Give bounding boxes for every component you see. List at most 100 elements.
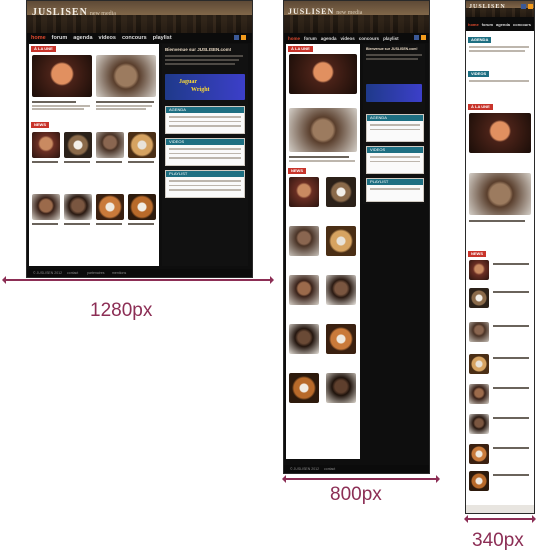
- nav-forum[interactable]: forum: [51, 35, 68, 41]
- widget-videos: VIDEOS: [366, 146, 424, 174]
- news-thumb-2[interactable]: [469, 288, 489, 308]
- news-thumb-1[interactable]: [469, 260, 489, 280]
- news-thumb-6[interactable]: [469, 414, 489, 434]
- news-title-7[interactable]: [96, 223, 122, 225]
- news-thumb-2[interactable]: [64, 132, 92, 158]
- news-title-7[interactable]: [493, 447, 529, 449]
- nav-concours[interactable]: concours: [121, 35, 147, 41]
- nav-playlist[interactable]: playlist: [152, 35, 172, 41]
- news-title-5[interactable]: [32, 223, 58, 225]
- width-arrow-desktop: [2, 276, 274, 284]
- rss-icon[interactable]: [241, 35, 246, 40]
- news-thumb-8[interactable]: [128, 194, 156, 220]
- footer-legal[interactable]: mentions: [112, 271, 127, 275]
- facebook-icon[interactable]: [521, 4, 526, 9]
- featured-title-2[interactable]: [289, 156, 349, 158]
- featured-photo-1[interactable]: [32, 55, 92, 97]
- featured-photo-2[interactable]: [289, 108, 357, 152]
- news-thumb-7[interactable]: [96, 194, 124, 220]
- news-title-1[interactable]: [493, 263, 529, 265]
- main-content: À LA UNE NEWS: [29, 44, 159, 266]
- news-title-6[interactable]: [493, 417, 529, 419]
- footer: © JUSLISEN 2012 contact: [284, 465, 429, 473]
- news-title-5[interactable]: [493, 387, 529, 389]
- featured-photo-1[interactable]: [289, 54, 357, 94]
- news-title-8[interactable]: [128, 223, 154, 225]
- news-thumb-10[interactable]: [326, 373, 356, 403]
- label-featured: À LA UNE: [468, 104, 493, 110]
- featured-text-1: [32, 105, 90, 107]
- news-thumb-8[interactable]: [469, 471, 489, 491]
- news-thumb-5[interactable]: [32, 194, 60, 220]
- footer-contact[interactable]: contact: [324, 467, 336, 471]
- featured-photo-1[interactable]: [469, 113, 531, 153]
- news-title-4[interactable]: [493, 357, 529, 359]
- footer-contact[interactable]: contact: [67, 271, 79, 275]
- news-thumb-6[interactable]: [64, 194, 92, 220]
- footer: © JUSLISEN 2012 contact partenaires ment…: [27, 269, 252, 277]
- agenda-row-b: [469, 50, 525, 52]
- news-title-2[interactable]: [64, 161, 90, 163]
- nav-concours[interactable]: concours: [358, 35, 380, 41]
- site-logo[interactable]: JUSLISEN new media: [288, 7, 363, 16]
- facebook-icon[interactable]: [234, 35, 239, 40]
- featured-title-2[interactable]: [96, 101, 154, 103]
- site-logo[interactable]: JUSLISEN new media: [32, 7, 116, 18]
- width-arrow-mobile: [464, 515, 536, 523]
- nav-agenda[interactable]: agenda: [320, 35, 337, 41]
- news-thumb-2[interactable]: [326, 177, 356, 207]
- featured-title-1[interactable]: [32, 101, 76, 103]
- footer-partners[interactable]: partenaires: [87, 271, 105, 275]
- news-thumb-3[interactable]: [96, 132, 124, 158]
- news-title-1[interactable]: [32, 161, 58, 163]
- sidebar: Bienvenue sur JUSLISEN.com! AGENDA VIDEO…: [363, 44, 425, 204]
- nav-videos[interactable]: videos: [340, 35, 355, 41]
- news-thumb-8[interactable]: [326, 324, 356, 354]
- featured-title-2[interactable]: [469, 220, 525, 222]
- news-thumb-9[interactable]: [289, 373, 319, 403]
- label-featured: À LA UNE: [288, 46, 313, 52]
- nav-forum[interactable]: forum: [481, 21, 494, 27]
- news-thumb-4[interactable]: [469, 354, 489, 374]
- news-title-3[interactable]: [493, 325, 529, 327]
- nav-concours[interactable]: concours: [513, 21, 532, 27]
- widget-videos: VIDEOS: [165, 138, 245, 166]
- featured-photo-2[interactable]: [96, 55, 156, 97]
- news-title-2[interactable]: [493, 291, 529, 293]
- ad-banner[interactable]: Jaguar Wright: [165, 74, 245, 100]
- videos-row: [469, 80, 529, 82]
- news-thumb-3[interactable]: [469, 322, 489, 342]
- news-thumb-4[interactable]: [128, 132, 156, 158]
- nav-agenda[interactable]: agenda: [496, 21, 511, 27]
- rss-icon[interactable]: [528, 4, 533, 9]
- facebook-icon[interactable]: [414, 35, 419, 40]
- news-thumb-5[interactable]: [289, 275, 319, 305]
- featured-text-2: [289, 160, 355, 162]
- main-content: À LA UNE NEWS: [286, 44, 360, 459]
- rss-icon[interactable]: [421, 35, 426, 40]
- featured-photo-2[interactable]: [469, 173, 531, 215]
- news-thumb-7[interactable]: [469, 444, 489, 464]
- news-thumb-4[interactable]: [326, 226, 356, 256]
- site-logo[interactable]: JUSLISEN: [469, 4, 506, 10]
- news-title-8[interactable]: [493, 474, 529, 476]
- news-thumb-7[interactable]: [289, 324, 319, 354]
- nav-home[interactable]: home: [288, 35, 301, 41]
- news-thumb-3[interactable]: [289, 226, 319, 256]
- social-icons: [414, 35, 426, 40]
- news-title-6[interactable]: [64, 223, 90, 225]
- news-thumb-1[interactable]: [289, 177, 319, 207]
- nav-agenda[interactable]: agenda: [73, 35, 93, 41]
- news-thumb-5[interactable]: [469, 384, 489, 404]
- nav-videos[interactable]: videos: [98, 35, 116, 41]
- nav-home[interactable]: home: [468, 21, 479, 27]
- nav-playlist[interactable]: playlist: [383, 35, 399, 41]
- ad-banner[interactable]: [366, 84, 422, 102]
- news-thumb-6[interactable]: [326, 275, 356, 305]
- nav-home[interactable]: home: [31, 35, 46, 41]
- news-thumb-1[interactable]: [32, 132, 60, 158]
- featured-text-2: [96, 105, 152, 107]
- news-title-4[interactable]: [128, 161, 154, 163]
- nav-forum[interactable]: forum: [304, 35, 317, 41]
- news-title-3[interactable]: [96, 161, 122, 163]
